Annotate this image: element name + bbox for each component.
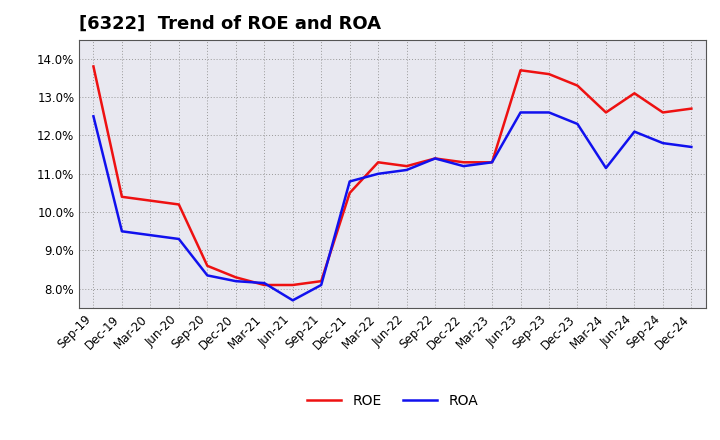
ROE [487, 160, 496, 165]
ROE [659, 110, 667, 115]
ROE [573, 83, 582, 88]
ROE [602, 110, 611, 115]
ROA [117, 229, 126, 234]
ROA [289, 298, 297, 303]
ROA [687, 144, 696, 150]
ROA [431, 156, 439, 161]
Line: ROE: ROE [94, 66, 691, 285]
ROE [89, 64, 98, 69]
ROE [687, 106, 696, 111]
ROA [545, 110, 554, 115]
ROA [374, 171, 382, 176]
ROE [431, 156, 439, 161]
ROE [146, 198, 155, 203]
ROE [260, 282, 269, 288]
ROA [402, 167, 411, 172]
ROE [346, 191, 354, 196]
ROE [374, 160, 382, 165]
ROE [174, 202, 183, 207]
ROA [146, 232, 155, 238]
ROA [89, 114, 98, 119]
ROA [573, 121, 582, 127]
Legend: ROE, ROA: ROE, ROA [301, 389, 484, 414]
Text: [6322]  Trend of ROE and ROA: [6322] Trend of ROE and ROA [79, 15, 381, 33]
ROA [602, 165, 611, 171]
ROA [260, 280, 269, 286]
ROE [317, 279, 325, 284]
ROE [402, 164, 411, 169]
ROE [459, 160, 468, 165]
ROA [232, 279, 240, 284]
ROA [630, 129, 639, 134]
ROA [516, 110, 525, 115]
Line: ROA: ROA [94, 113, 691, 301]
ROA [317, 282, 325, 288]
ROE [203, 263, 212, 268]
ROE [630, 91, 639, 96]
ROE [545, 71, 554, 77]
ROE [289, 282, 297, 288]
ROA [487, 160, 496, 165]
ROA [203, 273, 212, 278]
ROE [516, 68, 525, 73]
ROE [117, 194, 126, 199]
ROA [659, 140, 667, 146]
ROE [232, 275, 240, 280]
ROA [346, 179, 354, 184]
ROA [174, 236, 183, 242]
ROA [459, 164, 468, 169]
